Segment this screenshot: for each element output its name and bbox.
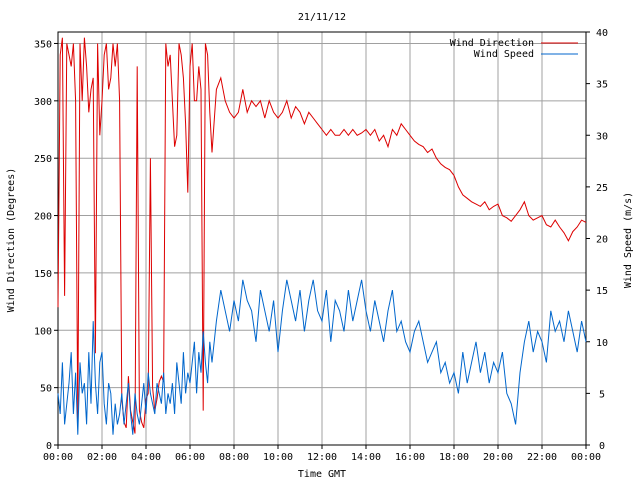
x-tick-label: 22:00 <box>527 452 557 463</box>
x-tick-label: 20:00 <box>483 452 513 463</box>
x-tick-label: 00:00 <box>571 452 601 463</box>
legend-label-wind-speed: Wind Speed <box>474 49 534 60</box>
x-tick-label: 06:00 <box>175 452 205 463</box>
y-left-tick-label: 0 <box>46 441 52 452</box>
y-right-tick-label: 15 <box>596 286 608 297</box>
y-right-tick-label: 35 <box>596 80 608 91</box>
x-axis-title: Time GMT <box>298 469 346 480</box>
x-tick-label: 14:00 <box>351 452 381 463</box>
x-tick-label: 02:00 <box>87 452 117 463</box>
y-right-tick-label: 25 <box>596 183 608 194</box>
x-tick-label: 10:00 <box>263 452 293 463</box>
y-right-tick-label: 40 <box>596 28 608 39</box>
x-tick-label: 12:00 <box>307 452 337 463</box>
y-left-axis-ticks: 0 50 100 150 200 250 300 350 <box>34 39 58 452</box>
y-right-tick-label: 30 <box>596 131 608 142</box>
series-line-wind-speed <box>57 279 587 435</box>
y-right-tick-label: 10 <box>596 338 608 349</box>
x-tick-label: 04:00 <box>131 452 161 463</box>
y-left-tick-label: 350 <box>34 39 52 50</box>
x-tick-label: 18:00 <box>439 452 469 463</box>
y-right-tick-label: 5 <box>599 389 605 400</box>
y-left-tick-label: 250 <box>34 154 52 165</box>
y-left-tick-label: 50 <box>40 384 52 395</box>
y-right-axis-title: Wind Speed (m/s) <box>623 192 634 288</box>
legend-label-wind-direction: Wind Direction <box>450 38 534 49</box>
x-tick-label: 08:00 <box>219 452 249 463</box>
series-line-wind-direction <box>57 37 587 434</box>
y-right-tick-label: 20 <box>596 235 608 246</box>
legend: Wind Direction Wind Speed <box>450 38 578 60</box>
chart-title: 21/11/12 <box>298 12 346 23</box>
y-left-tick-label: 300 <box>34 97 52 108</box>
series-lines <box>57 37 587 435</box>
y-left-tick-label: 100 <box>34 326 52 337</box>
y-left-axis-title: Wind Direction (Degrees) <box>6 168 17 313</box>
y-right-axis-ticks: 0 5 10 15 20 25 30 35 40 <box>586 28 608 452</box>
y-right-tick-label: 0 <box>599 441 605 452</box>
y-left-tick-label: 150 <box>34 269 52 280</box>
y-left-tick-label: 200 <box>34 212 52 223</box>
x-axis-ticks: 00:00 02:00 04:00 06:00 08:00 10:00 12:00 14:00… <box>43 445 601 463</box>
x-tick-label: 16:00 <box>395 452 425 463</box>
x-tick-label: 00:00 <box>43 452 73 463</box>
